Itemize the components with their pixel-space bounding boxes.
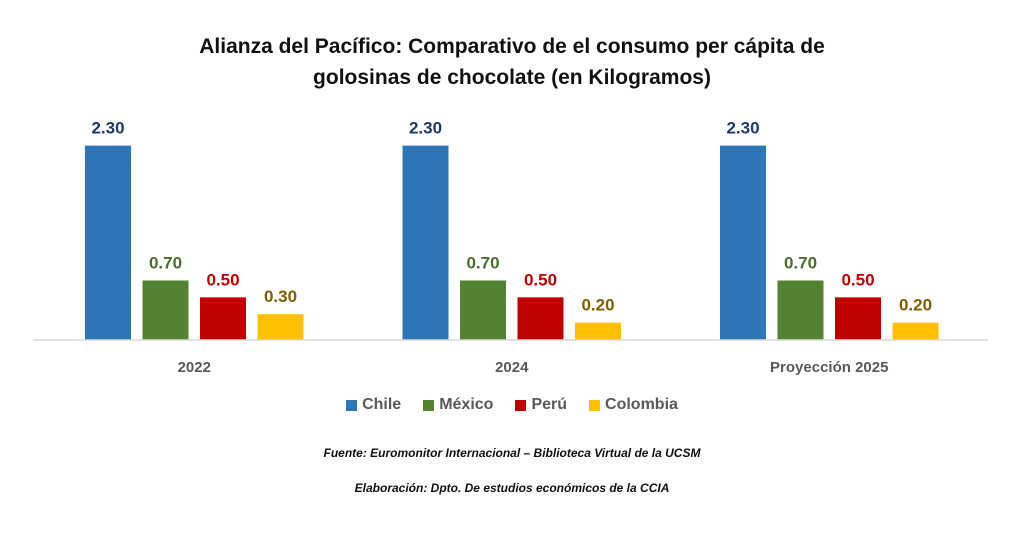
data-label: 0.70 — [466, 253, 499, 272]
x-tick-label: 2024 — [495, 359, 529, 376]
data-label: 2.30 — [726, 119, 759, 138]
source-note: Fuente: Euromonitor Internacional – Bibl… — [323, 446, 701, 460]
data-label: 0.50 — [206, 270, 239, 289]
legend-swatch — [515, 399, 527, 411]
legend-item: Colombia — [589, 396, 678, 414]
data-label: 0.70 — [149, 253, 182, 272]
data-label: 0.30 — [264, 287, 297, 306]
legend-swatch — [589, 399, 601, 411]
legend-item: Perú — [515, 396, 567, 414]
bar-colombia-0 — [257, 314, 304, 340]
bar-méxico-1 — [460, 280, 506, 340]
bar-colombia-2 — [892, 322, 939, 340]
legend: Chile México Perú Colombia — [0, 396, 1024, 414]
bar-chile-0 — [85, 145, 131, 340]
legend-swatch — [423, 399, 435, 411]
legend-label: Chile — [362, 396, 402, 413]
bar-chile-1 — [402, 145, 449, 340]
data-label: 0.70 — [784, 253, 817, 272]
bar-chile-2 — [720, 145, 766, 340]
legend-label: Colombia — [605, 396, 678, 413]
bar-méxico-2 — [777, 280, 824, 340]
elaboration-note: Elaboración: Dpto. De estudios económico… — [354, 481, 670, 495]
x-tick-label: Proyección 2025 — [770, 359, 888, 376]
chart-title-line-2: golosinas de chocolate (en Kilogramos) — [313, 66, 711, 89]
bar-perú-0 — [200, 297, 246, 340]
legend-item: México — [423, 396, 493, 414]
bar-perú-2 — [835, 297, 881, 340]
bar-colombia-1 — [575, 322, 621, 340]
x-tick-label: 2022 — [178, 359, 211, 376]
data-label: 0.20 — [581, 296, 614, 315]
data-label: 0.50 — [524, 270, 557, 289]
legend-label: Perú — [531, 396, 568, 413]
legend-item: Chile — [346, 396, 401, 414]
bar-méxico-0 — [142, 280, 189, 340]
data-label: 0.20 — [899, 296, 932, 315]
chart-title: Alianza del Pacífico: Comparativo de el … — [0, 31, 1024, 93]
data-label: 2.30 — [91, 119, 124, 138]
chart-title-line-1: Alianza del Pacífico: Comparativo de el … — [199, 35, 825, 58]
data-label: 0.50 — [841, 270, 874, 289]
legend-swatch — [346, 399, 358, 411]
bar-perú-1 — [517, 297, 564, 340]
data-label: 2.30 — [409, 119, 442, 138]
legend-label: México — [439, 396, 494, 413]
